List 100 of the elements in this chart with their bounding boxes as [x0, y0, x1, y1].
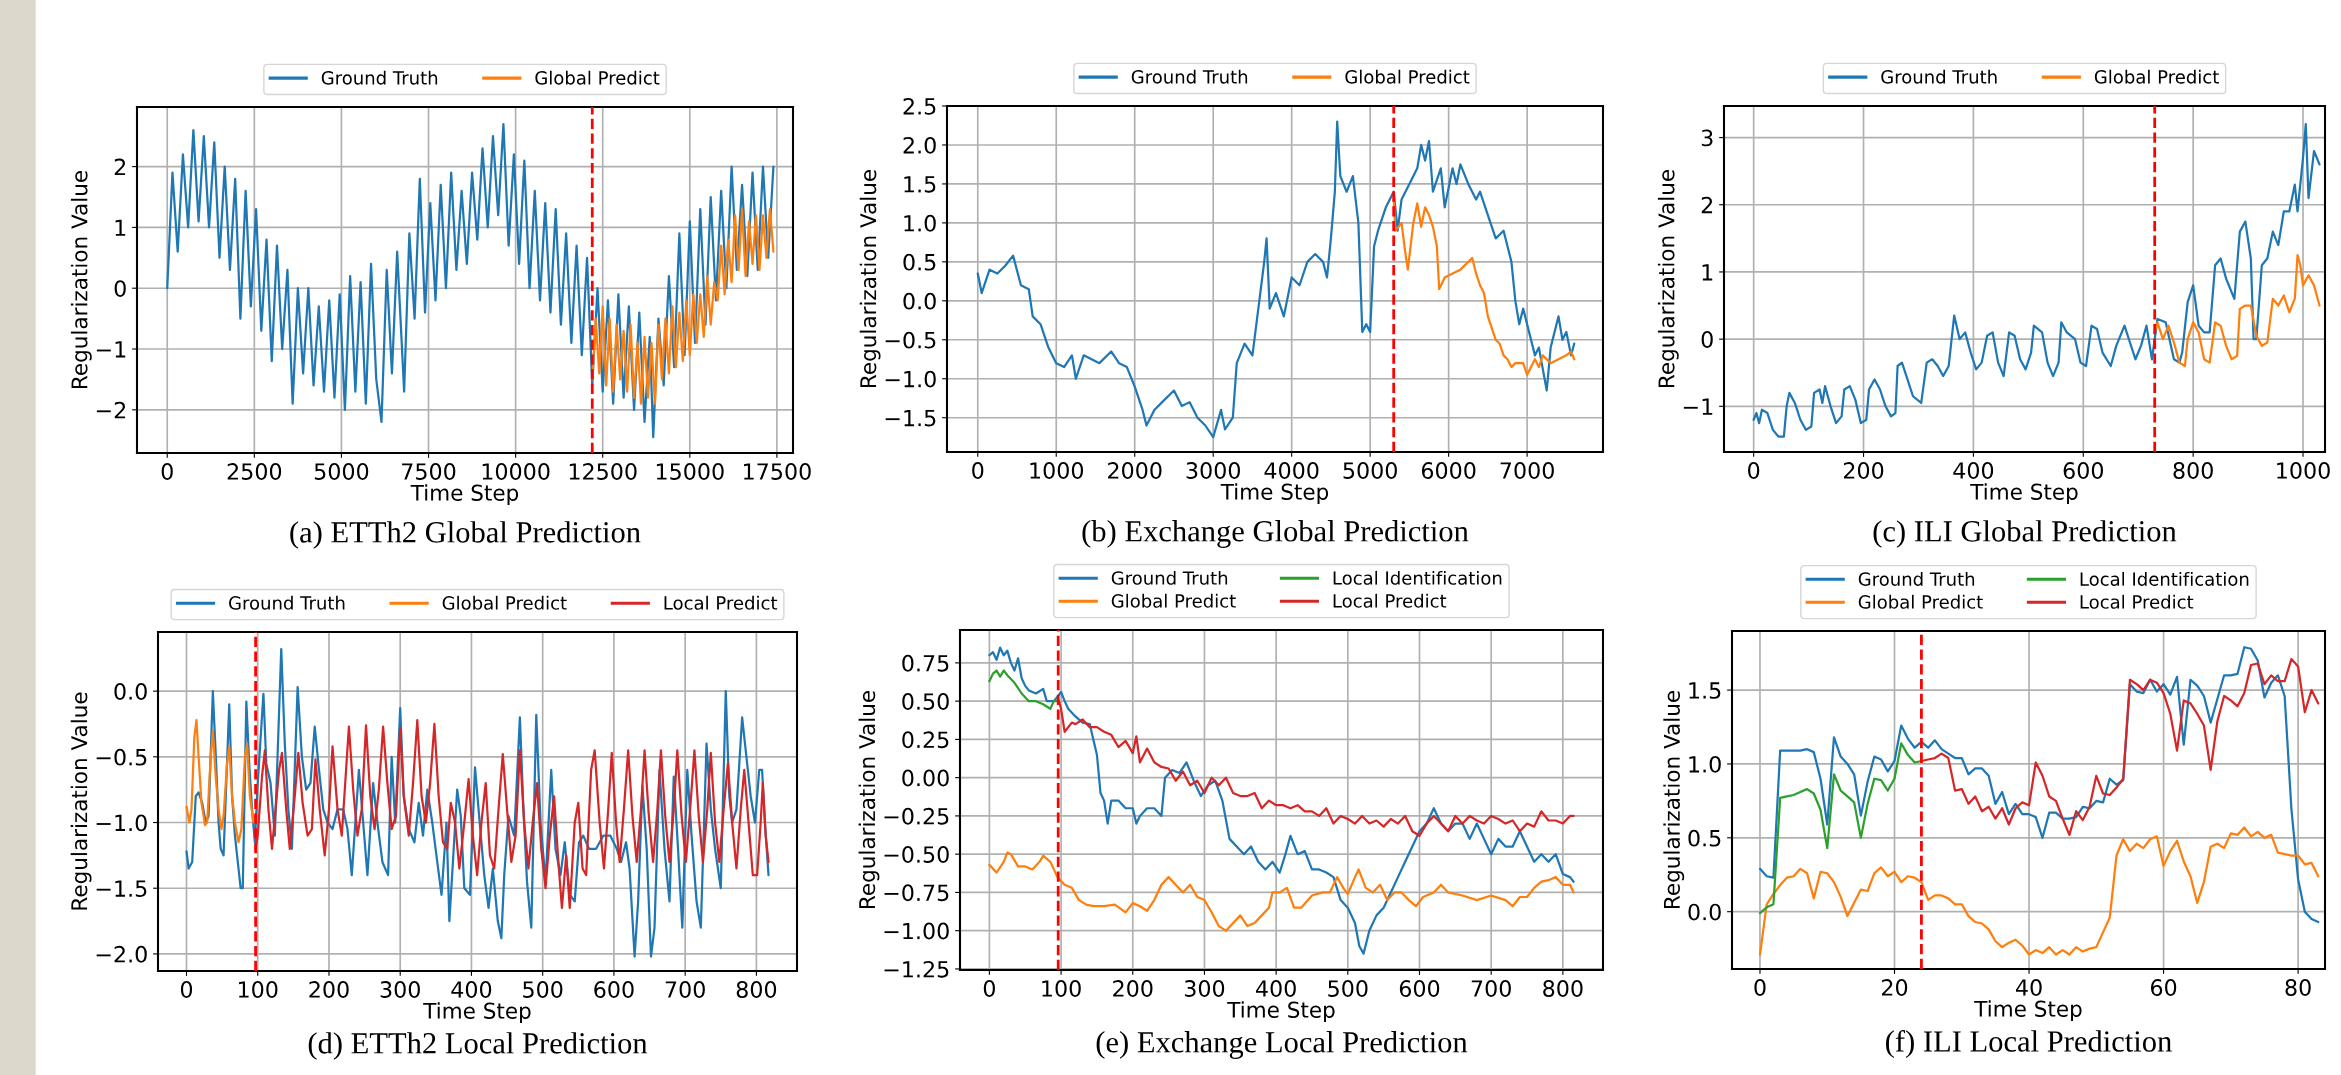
line-series	[254, 718, 770, 910]
x-tick-label: 15000	[656, 463, 724, 480]
text: (b) Exchange Global Prediction	[1082, 520, 1469, 548]
legend-label: Ground Truth	[321, 70, 438, 85]
x-tick-label: 7500	[402, 463, 456, 480]
x-tick-label: 40	[2015, 979, 2042, 996]
y-tick-label: −0.5	[885, 331, 936, 349]
y-tick-label: 0.50	[902, 693, 949, 710]
x-tick-label: 5000	[314, 463, 369, 480]
legend-label: Global Predict	[1858, 594, 1983, 609]
line-series	[1758, 826, 2320, 956]
x-tick-label: 600	[594, 981, 634, 998]
y-tick-label: 2	[114, 158, 126, 176]
legend-label: Local Identification	[2080, 571, 2249, 586]
x-tick-label: 10000	[482, 463, 550, 480]
x-tick-label: 500	[1328, 980, 1368, 997]
text: (a) ETTh2 Global Prediction	[290, 521, 641, 549]
y-tick-label: 2.5	[903, 97, 936, 115]
x-tick-label: 0	[161, 463, 173, 480]
y-tick-label: −1	[1683, 398, 1713, 415]
x-tick-label: 200	[1843, 462, 1884, 479]
x-tick-label: 3000	[1186, 462, 1240, 479]
x-axis-title: Time Step	[1220, 483, 1329, 505]
x-tick-label: 7000	[1500, 462, 1554, 479]
x-tick-label: 800	[2173, 462, 2213, 479]
y-tick-label: 1	[1702, 264, 1713, 281]
x-tick-label: 700	[1471, 980, 1511, 997]
x-tick-label: 1000	[1030, 462, 1084, 479]
x-tick-label: 5000	[1343, 462, 1397, 479]
legend-label: Local Predict	[664, 595, 778, 610]
y-axis-title: Regularization Value	[70, 171, 92, 389]
x-tick-label: 100	[238, 981, 278, 998]
x-tick-label: 0	[180, 981, 193, 998]
x-tick-label: 400	[1256, 980, 1296, 997]
x-axis-title: Time Step	[1970, 483, 2078, 505]
text: (d) ETTh2 Local Prediction	[308, 1032, 648, 1060]
x-tick-label: 60	[2150, 979, 2177, 996]
x-tick-label: 80	[2285, 979, 2311, 996]
x-tick-label: 0	[1748, 462, 1760, 479]
legend-label: Local Predict	[2080, 594, 2194, 609]
x-tick-label: 6000	[1421, 462, 1476, 479]
line-series	[1758, 742, 1923, 915]
legend-label: Ground Truth	[1131, 69, 1248, 84]
x-tick-label: 500	[523, 981, 563, 998]
y-tick-label: −0.75	[884, 884, 949, 902]
y-tick-label: 1.5	[904, 176, 936, 193]
y-tick-label: 1.5	[1689, 682, 1721, 699]
y-axis-title: Regularization Value	[1663, 691, 1685, 909]
text: (f) ILI Local Prediction	[1886, 1029, 2172, 1059]
x-axis-title: Time Step	[1227, 1001, 1335, 1023]
x-tick-label: 12500	[569, 463, 637, 480]
x-tick-label: 600	[2063, 462, 2104, 479]
legend-label: Ground Truth	[229, 595, 345, 610]
x-tick-label: 400	[1953, 462, 1994, 479]
x-tick-label: 600	[1399, 980, 1440, 997]
legend-label: Ground Truth	[1881, 69, 1997, 84]
legend-label: Ground Truth	[1858, 571, 1975, 586]
x-tick-label: 1000	[2277, 462, 2330, 479]
y-tick-label: 1.0	[904, 214, 936, 232]
y-axis-title: Regularization Value	[1657, 170, 1679, 388]
y-tick-label: 0.5	[903, 253, 936, 271]
x-tick-label: 400	[451, 981, 492, 998]
y-tick-label: −0.5	[96, 748, 147, 766]
line-series	[988, 646, 1575, 955]
x-tick-label: 800	[736, 981, 777, 998]
y-tick-label: −2.0	[96, 945, 147, 963]
y-tick-label: 0.0	[114, 683, 147, 700]
x-tick-label: 200	[309, 981, 349, 998]
legend-label: Global Predict	[2094, 69, 2219, 84]
y-tick-label: −1.25	[884, 960, 949, 978]
x-tick-label: 200	[1113, 980, 1153, 997]
y-tick-label: −0.50	[884, 846, 949, 863]
x-tick-label: 100	[1042, 980, 1081, 997]
y-tick-label: 1	[115, 219, 126, 236]
x-tick-label: 0	[1754, 979, 1766, 996]
y-tick-label: 2.0	[903, 136, 936, 154]
y-tick-label: −1.0	[885, 370, 936, 388]
y-tick-label: −1.5	[96, 880, 147, 897]
y-tick-label: −0.25	[884, 807, 949, 825]
line-series	[1057, 700, 1575, 837]
x-axis-title: Time Step	[410, 484, 519, 506]
y-tick-label: 0.0	[1688, 903, 1721, 921]
legend-label: Local Identification	[1333, 570, 1502, 585]
line-series	[988, 851, 1575, 932]
y-tick-label: 0	[114, 280, 126, 297]
y-tick-label: 2	[1701, 196, 1713, 214]
legend-label: Ground Truth	[1111, 570, 1228, 585]
legend-label: Global Predict	[535, 70, 660, 85]
x-tick-label: 800	[1543, 980, 1583, 997]
line-series	[976, 120, 1576, 439]
y-tick-label: 0.25	[902, 731, 949, 749]
x-tick-label: 700	[665, 981, 705, 998]
line-series	[2153, 254, 2321, 368]
y-tick-label: 1.0	[1689, 755, 1721, 773]
line-series	[166, 122, 775, 439]
line-series	[1752, 123, 2321, 438]
x-tick-label: 0	[983, 980, 995, 997]
x-axis-title: Time Step	[423, 1002, 531, 1024]
x-tick-label: 300	[1184, 980, 1225, 997]
x-tick-label: 4000	[1264, 462, 1319, 479]
